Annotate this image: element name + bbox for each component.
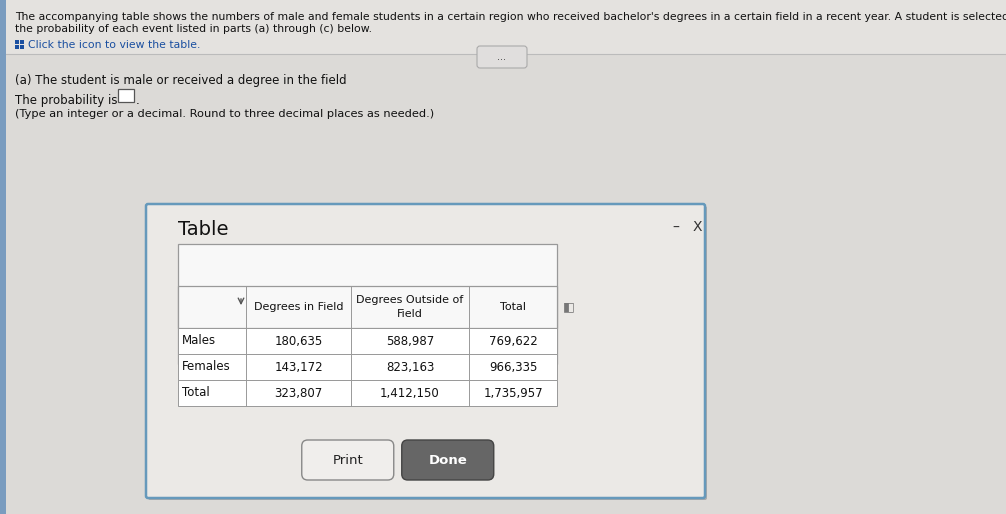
Bar (178, 244, 557, 364)
Text: (Type an integer or a decimal. Round to three decimal places as needed.): (Type an integer or a decimal. Round to … (15, 109, 435, 119)
Text: 1,412,150: 1,412,150 (380, 387, 440, 399)
Text: 966,335: 966,335 (489, 360, 537, 374)
Text: 1,735,957: 1,735,957 (483, 387, 543, 399)
Text: Females: Females (182, 360, 230, 374)
Text: 588,987: 588,987 (386, 335, 435, 347)
Bar (15, 45, 19, 49)
Bar (118, 89, 134, 102)
Bar (178, 286, 557, 328)
Text: Degrees Outside of: Degrees Outside of (356, 295, 464, 305)
Text: Click the icon to view the table.: Click the icon to view the table. (28, 40, 200, 50)
Text: Total: Total (500, 302, 526, 312)
FancyBboxPatch shape (302, 440, 393, 480)
Bar (178, 380, 557, 406)
Text: the probability of each event listed in parts (a) through (c) below.: the probability of each event listed in … (15, 24, 372, 34)
Text: 823,163: 823,163 (386, 360, 435, 374)
Text: 180,635: 180,635 (275, 335, 323, 347)
FancyBboxPatch shape (401, 440, 494, 480)
Text: Print: Print (332, 453, 363, 467)
Text: (a) The student is male or received a degree in the field: (a) The student is male or received a de… (15, 74, 347, 87)
Bar (178, 354, 557, 380)
Text: Males: Males (182, 335, 216, 347)
Text: –   X: – X (673, 220, 702, 234)
Text: Total: Total (182, 387, 209, 399)
Bar (20, 40, 24, 44)
Bar (0, 0, 6, 514)
Bar (0, 0, 1006, 134)
Text: Degrees in Field: Degrees in Field (254, 302, 343, 312)
Text: ...: ... (498, 52, 506, 62)
Bar (0, 54, 1006, 514)
Text: ◧: ◧ (563, 301, 574, 314)
Text: The accompanying table shows the numbers of male and female students in a certai: The accompanying table shows the numbers… (15, 12, 1006, 22)
Text: 143,172: 143,172 (275, 360, 323, 374)
Bar (20, 45, 24, 49)
Text: The probability is: The probability is (15, 94, 118, 107)
Text: Table: Table (178, 220, 228, 239)
Text: Field: Field (397, 309, 423, 319)
Text: 323,807: 323,807 (275, 387, 323, 399)
Bar (178, 328, 557, 354)
FancyBboxPatch shape (477, 46, 527, 68)
Text: 769,622: 769,622 (489, 335, 537, 347)
FancyBboxPatch shape (148, 206, 707, 500)
Bar (15, 40, 19, 44)
FancyBboxPatch shape (146, 204, 705, 498)
Text: Done: Done (429, 453, 467, 467)
Text: .: . (136, 94, 140, 107)
